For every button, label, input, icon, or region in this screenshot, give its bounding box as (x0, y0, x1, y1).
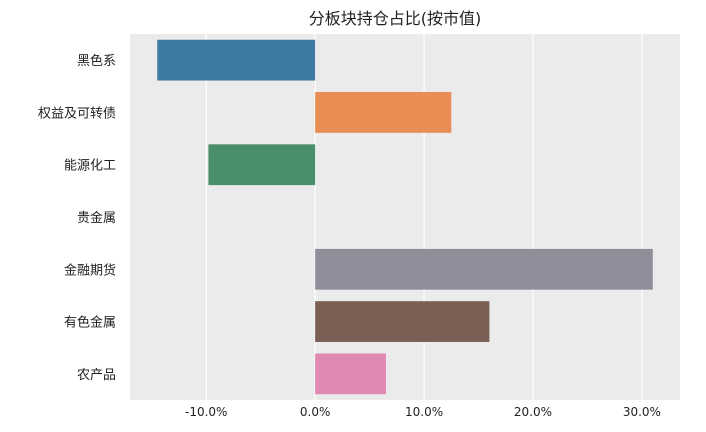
category-label: 权益及可转债 (38, 105, 116, 121)
bar-6 (315, 301, 490, 342)
bars (157, 39, 653, 395)
category-label: 黑色系 (77, 53, 116, 69)
x-tick-label: 10.0% (405, 405, 443, 419)
category-label: 金融期货 (64, 262, 116, 278)
x-tick-label: 20.0% (514, 405, 552, 419)
x-tick-labels: -10.0% 0.0% 10.0% 20.0% 30.0% (185, 405, 661, 419)
category-label: 有色金属 (64, 315, 116, 331)
x-tick-label: -10.0% (185, 405, 227, 419)
category-label: 贵金属 (77, 210, 116, 226)
bar-7 (315, 353, 386, 395)
category-label: 能源化工 (64, 159, 116, 174)
bar-1 (157, 39, 316, 81)
bar-5 (315, 248, 653, 290)
bar-2 (315, 92, 452, 133)
category-label: 农产品 (77, 368, 116, 383)
bar-3 (208, 144, 316, 186)
chart-title: 分板块持仓占比(按市值) (309, 9, 482, 28)
plot-area (130, 34, 680, 400)
x-tick-label: 30.0% (623, 405, 661, 419)
x-tick-label: 0.0% (300, 405, 331, 419)
